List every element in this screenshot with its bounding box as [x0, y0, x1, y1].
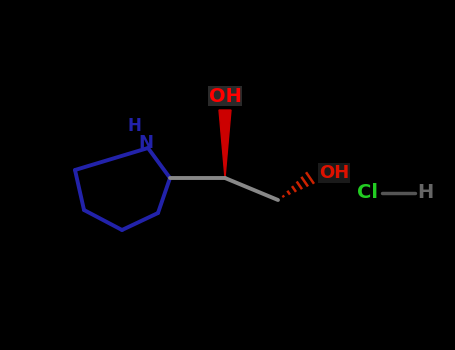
Text: H: H	[127, 117, 141, 135]
Text: OH: OH	[319, 164, 349, 182]
Polygon shape	[219, 110, 231, 178]
Text: N: N	[138, 134, 153, 152]
Text: OH: OH	[208, 86, 242, 105]
Text: Cl: Cl	[358, 183, 379, 203]
Text: H: H	[417, 183, 433, 203]
